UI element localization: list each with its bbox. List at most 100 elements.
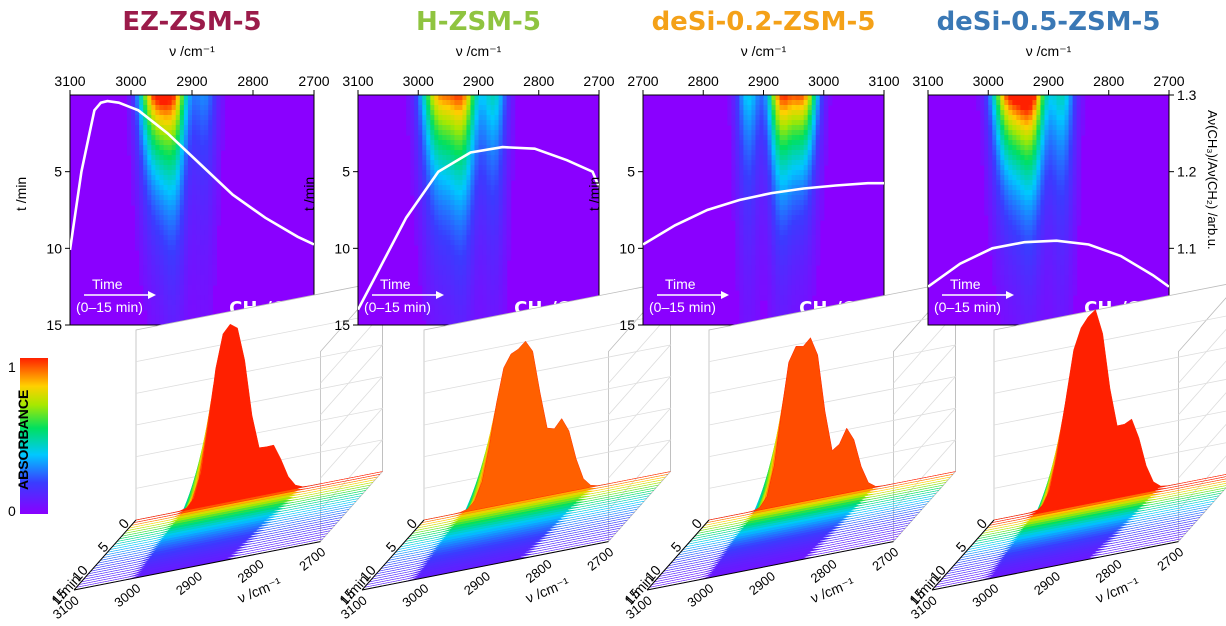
heatmap-cell [438, 265, 443, 271]
heatmap-cell [470, 140, 476, 146]
heatmap-cell [988, 125, 993, 131]
heatmap-cell [811, 290, 817, 296]
heatmap-cell [1052, 190, 1058, 196]
heatmap-cell [482, 225, 488, 231]
heatmap-cell [200, 275, 205, 281]
heatmap-cell [747, 215, 753, 221]
heatmap-cell [1056, 170, 1062, 176]
heatmap-cell [175, 145, 181, 151]
x-axis-label: ν /cm⁻¹ [169, 43, 215, 59]
heatmap-cell [984, 190, 989, 196]
heatmap-cell [1048, 270, 1054, 276]
heatmap-cell [803, 105, 809, 111]
heatmap-cell [474, 240, 480, 246]
heatmap-cell [187, 240, 193, 246]
heatmap-cell [1032, 140, 1038, 146]
heatmap-cell [179, 300, 185, 306]
heatmap-cell [494, 160, 500, 166]
heatmap-cell [438, 195, 443, 201]
heatmap-cell [815, 155, 821, 161]
heatmap-cell [183, 315, 189, 321]
heatmap-cell [187, 210, 193, 216]
heatmap-cell [735, 205, 740, 211]
heatmap-cell [135, 100, 140, 106]
heatmap-cell [1036, 160, 1042, 166]
heatmap-cell [131, 185, 136, 191]
heatmap-cell [984, 100, 989, 106]
time-arrowhead [1006, 291, 1014, 299]
heatmap-cell [1052, 160, 1058, 166]
heatmap-cell [1068, 195, 1074, 201]
heatmap-cell [763, 260, 769, 266]
heatmap-cell [466, 95, 472, 101]
heatmap-cell [442, 135, 447, 141]
heatmap-cell [151, 185, 156, 191]
heatmap-cell [775, 215, 781, 221]
heatmap-cell [1000, 265, 1005, 271]
heatmap-cell [1060, 250, 1066, 256]
heatmap-cell [791, 155, 797, 161]
heatmap-cell [422, 195, 427, 201]
heatmap-cell [1072, 110, 1078, 116]
heatmap-cell [200, 265, 205, 271]
heatmap-cell [196, 230, 201, 236]
heatmap-cell [155, 270, 161, 276]
heatmap-cell [1044, 140, 1050, 146]
heatmap-cell [458, 285, 464, 291]
heatmap-cell [208, 120, 213, 126]
heatmap-cell [159, 95, 165, 101]
heatmap-cell [450, 135, 455, 141]
heatmap-cell [1020, 185, 1025, 191]
heatmap-cell [470, 110, 476, 116]
heatmap-cell [474, 150, 480, 156]
heatmap-cell [212, 240, 217, 246]
heatmap-cell [795, 180, 801, 186]
heatmap-cell [167, 195, 173, 201]
heatmap-cell [1016, 300, 1021, 306]
heatmap-cell [183, 285, 189, 291]
heatmap-cell [1040, 210, 1046, 216]
heatmap-cell [163, 140, 169, 146]
heatmap-cell [779, 285, 785, 291]
x-tick-label: 3100 [868, 73, 899, 89]
heatmap-cell [1016, 305, 1021, 311]
nu-tick-3d: 2900 [173, 568, 205, 598]
heatmap-cell [988, 235, 993, 241]
heatmap-cell [775, 245, 781, 251]
heatmap-cell [434, 130, 439, 136]
heatmap-cell [1052, 130, 1058, 136]
heatmap-cell [1048, 245, 1054, 251]
heatmap-cell [743, 115, 749, 121]
heatmap-cell [498, 210, 504, 216]
heatmap-cell [155, 160, 161, 166]
heatmap-cell [486, 210, 492, 216]
heatmap-cell [1052, 230, 1058, 236]
heatmap-cell [755, 165, 761, 171]
heatmap-cell [200, 230, 205, 236]
heatmap-cell [494, 215, 500, 221]
heatmap-cell [751, 170, 757, 176]
heatmap-cell [183, 200, 189, 206]
heatmap-cell [1028, 245, 1034, 251]
heatmap-cell [171, 205, 177, 211]
heatmap-cell [1024, 115, 1030, 121]
heatmap-cell [763, 105, 769, 111]
t-tick-3d: 0 [115, 515, 132, 532]
heatmap-cell [755, 140, 761, 146]
heatmap-cell [1040, 140, 1046, 146]
heatmap-cell [791, 310, 797, 316]
heatmap-cell [1076, 110, 1082, 116]
heatmap-cell [779, 305, 785, 311]
heatmap-cell [1052, 250, 1058, 256]
heatmap-cell [426, 315, 431, 321]
heatmap-cell [143, 255, 148, 261]
heatmap-cell [1068, 170, 1074, 176]
heatmap-cell [462, 285, 468, 291]
heatmap-cell [1080, 115, 1086, 121]
heatmap-cell [458, 180, 464, 186]
heatmap-cell [815, 200, 821, 206]
heatmap-cell [147, 320, 152, 325]
heatmap-cell [755, 200, 761, 206]
nu-tick-3d: 2900 [1031, 568, 1063, 598]
heatmap-cell [743, 300, 749, 306]
